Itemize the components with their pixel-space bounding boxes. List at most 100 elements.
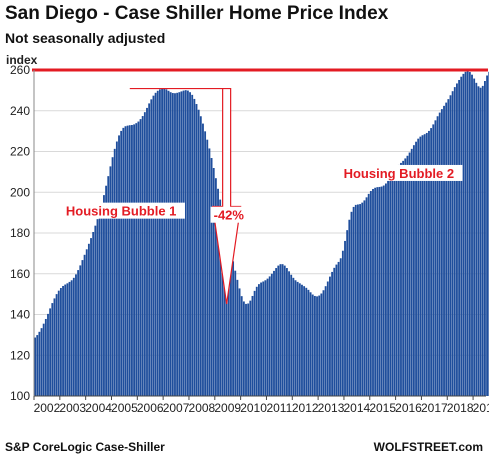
bar [425,132,428,397]
annotation-label: Housing Bubble 1 [66,204,177,219]
bar [412,145,415,396]
bar [393,169,396,396]
bar [167,90,170,396]
bar [350,211,353,396]
bar [180,91,183,397]
chart-subtitle: Not seasonally adjusted [5,30,166,46]
bar [124,126,127,397]
bar [53,298,56,396]
bar [40,328,43,396]
bar [451,91,454,396]
bar [387,180,389,396]
bar [143,112,146,397]
bar [290,274,293,396]
bar [223,220,226,396]
bar [339,258,342,396]
x-tick-label: 2012 [292,401,319,415]
bar [126,125,129,396]
bar [449,95,452,396]
bar [320,293,323,396]
bar [64,284,67,396]
bar [47,313,49,396]
bar [378,186,381,396]
bar [96,219,99,396]
bar [51,303,54,396]
bar [483,81,486,396]
bar [204,131,207,397]
bar [372,188,374,396]
bar [212,168,215,396]
bar [135,123,138,397]
bar [402,160,405,396]
bar [311,294,314,396]
bar [361,202,364,396]
bar [152,95,155,397]
bar [475,82,478,397]
bar [128,125,131,396]
x-tick-label: 2018 [447,401,474,415]
bar [158,89,161,396]
bar [206,139,209,396]
x-tick-label: 2013 [318,401,345,415]
annotation-bg [335,164,463,181]
bar [419,136,422,396]
bar [139,119,142,396]
bar [131,125,133,396]
bar [251,295,254,396]
bar [324,286,327,396]
bar [44,318,47,396]
bar [348,219,351,396]
bar [171,93,174,397]
bar [374,187,377,396]
bar [133,124,136,397]
bar [369,191,372,396]
bar [404,158,407,396]
bar [245,303,247,396]
bar [186,90,189,397]
x-tick-label: 2015 [369,401,396,415]
x-tick-label: 2005 [111,401,138,415]
bar [309,292,312,396]
bar [408,152,411,396]
bar [238,288,241,396]
bar [120,130,123,396]
bar [105,185,108,396]
x-tick-label: 2007 [163,401,190,415]
bar [55,294,58,396]
y-tick-label: 100 [10,389,30,403]
bar [169,92,172,397]
bar [456,83,458,396]
bar [479,87,482,396]
bar [275,268,278,396]
bar [305,287,308,396]
bar [391,173,394,396]
bar [367,193,370,396]
bar [333,267,336,396]
bar [182,90,185,397]
bar [191,94,194,397]
bar [400,162,402,396]
bar [68,281,71,396]
bar [137,121,140,396]
bar [34,337,37,396]
bar [75,274,77,396]
bar [107,176,110,396]
bar [382,185,385,396]
bar [389,176,392,396]
y-tick-label: 160 [10,267,30,281]
bar [103,195,105,396]
bar [273,270,275,396]
bar [468,72,471,396]
bar [66,283,69,396]
bar [365,197,368,396]
bar [294,280,297,396]
x-tick-label: 2006 [137,401,164,415]
y-tick-label: 200 [10,185,30,199]
bar [268,276,271,396]
bar [83,254,86,396]
bar [217,188,219,396]
bar [288,271,290,396]
bar [242,301,245,396]
